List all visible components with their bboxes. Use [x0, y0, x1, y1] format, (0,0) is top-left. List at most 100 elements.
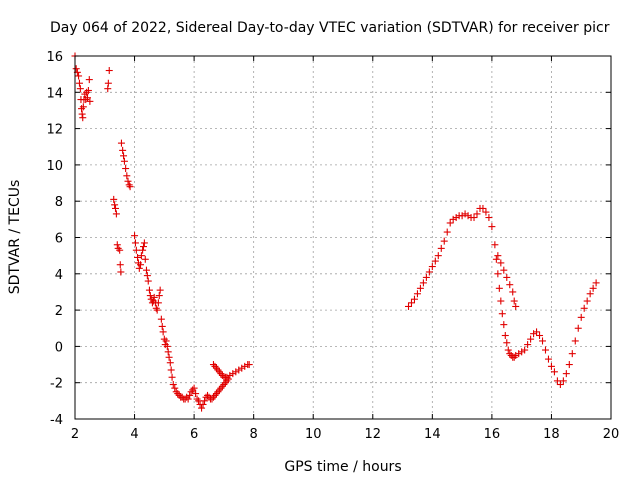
x-tick-label: 10: [305, 427, 322, 442]
data-point: [504, 346, 512, 354]
data-point: [547, 362, 555, 370]
data-point: [437, 244, 445, 252]
y-tick-label: 12: [46, 123, 63, 138]
data-point: [553, 377, 561, 385]
data-point: [75, 72, 83, 80]
data-point: [119, 146, 127, 154]
data-point: [500, 266, 508, 274]
data-point: [443, 228, 451, 236]
data-point: [144, 277, 152, 285]
data-point: [164, 348, 172, 356]
data-point: [192, 390, 200, 398]
data-point: [533, 328, 541, 336]
data-point: [120, 152, 128, 160]
y-tick-label: 0: [55, 340, 63, 355]
y-tick-label: 4: [55, 268, 63, 283]
data-point: [503, 273, 511, 281]
data-point: [112, 210, 120, 218]
data-point: [110, 195, 118, 203]
data-point: [171, 384, 179, 392]
data-point: [131, 232, 139, 240]
data-point: [539, 337, 547, 345]
data-point: [190, 384, 198, 392]
data-point: [123, 172, 131, 180]
data-point: [419, 279, 427, 287]
grid-lines: [75, 56, 611, 419]
data-point: [501, 332, 509, 340]
data-point: [509, 288, 517, 296]
data-point: [131, 239, 139, 247]
data-point: [422, 273, 430, 281]
data-point: [146, 292, 154, 300]
data-point: [470, 214, 478, 222]
data-point: [580, 304, 588, 312]
data-point: [135, 264, 143, 272]
data-point: [583, 297, 591, 305]
data-point: [536, 332, 544, 340]
data-point: [510, 297, 518, 305]
data-point: [485, 214, 493, 222]
data-point: [498, 310, 506, 318]
data-point: [473, 210, 481, 218]
data-point: [527, 335, 535, 343]
y-tick-label: 6: [55, 232, 63, 247]
x-tick-label: 14: [424, 427, 441, 442]
data-point: [141, 255, 149, 263]
data-point: [155, 292, 163, 300]
data-point: [84, 94, 92, 102]
y-axis-label: SDTVAR / TECUs: [7, 180, 23, 295]
data-point: [137, 261, 145, 269]
data-point: [124, 177, 132, 185]
data-point: [500, 321, 508, 329]
axis-ticks: 2 4 6 8 10 12 14 16 18 20 -4 -2 0 2 4 6 8 10 12 14 16: [46, 50, 619, 442]
data-point: [488, 223, 496, 231]
data-point: [153, 306, 161, 314]
data-point: [562, 370, 570, 378]
data-point: [405, 302, 413, 310]
data-point: [494, 252, 502, 260]
data-point: [143, 272, 151, 280]
data-point: [184, 395, 192, 403]
data-point: [574, 324, 582, 332]
data-point: [416, 284, 424, 292]
data-point: [139, 246, 147, 254]
x-axis-label: GPS time / hours: [284, 459, 401, 475]
data-point: [550, 368, 558, 376]
data-point: [410, 295, 418, 303]
data-points: [71, 52, 600, 412]
x-tick-label: 6: [190, 427, 198, 442]
data-point: [117, 139, 125, 147]
data-point: [85, 76, 93, 84]
x-tick-label: 16: [484, 427, 501, 442]
data-point: [78, 110, 86, 118]
data-point: [407, 299, 415, 307]
y-tick-label: 16: [46, 50, 63, 65]
data-point: [512, 302, 520, 310]
data-point: [506, 281, 514, 289]
data-point: [494, 270, 502, 278]
data-point: [145, 286, 153, 294]
data-point: [111, 201, 119, 209]
y-tick-label: 10: [46, 159, 63, 174]
data-point: [559, 377, 567, 385]
data-point: [150, 293, 158, 301]
data-point: [116, 261, 124, 269]
data-point: [162, 337, 170, 345]
data-point: [120, 157, 128, 165]
data-point: [132, 246, 140, 254]
data-point: [137, 252, 145, 260]
data-point: [577, 313, 585, 321]
data-point: [84, 86, 92, 94]
x-tick-label: 20: [603, 427, 620, 442]
data-point: [434, 252, 442, 260]
data-point: [497, 259, 505, 267]
data-point: [544, 355, 552, 363]
data-point: [431, 257, 439, 265]
data-point: [446, 219, 454, 227]
data-point: [497, 297, 505, 305]
data-point: [521, 346, 529, 354]
y-tick-label: -4: [50, 413, 63, 428]
data-point: [565, 361, 573, 369]
